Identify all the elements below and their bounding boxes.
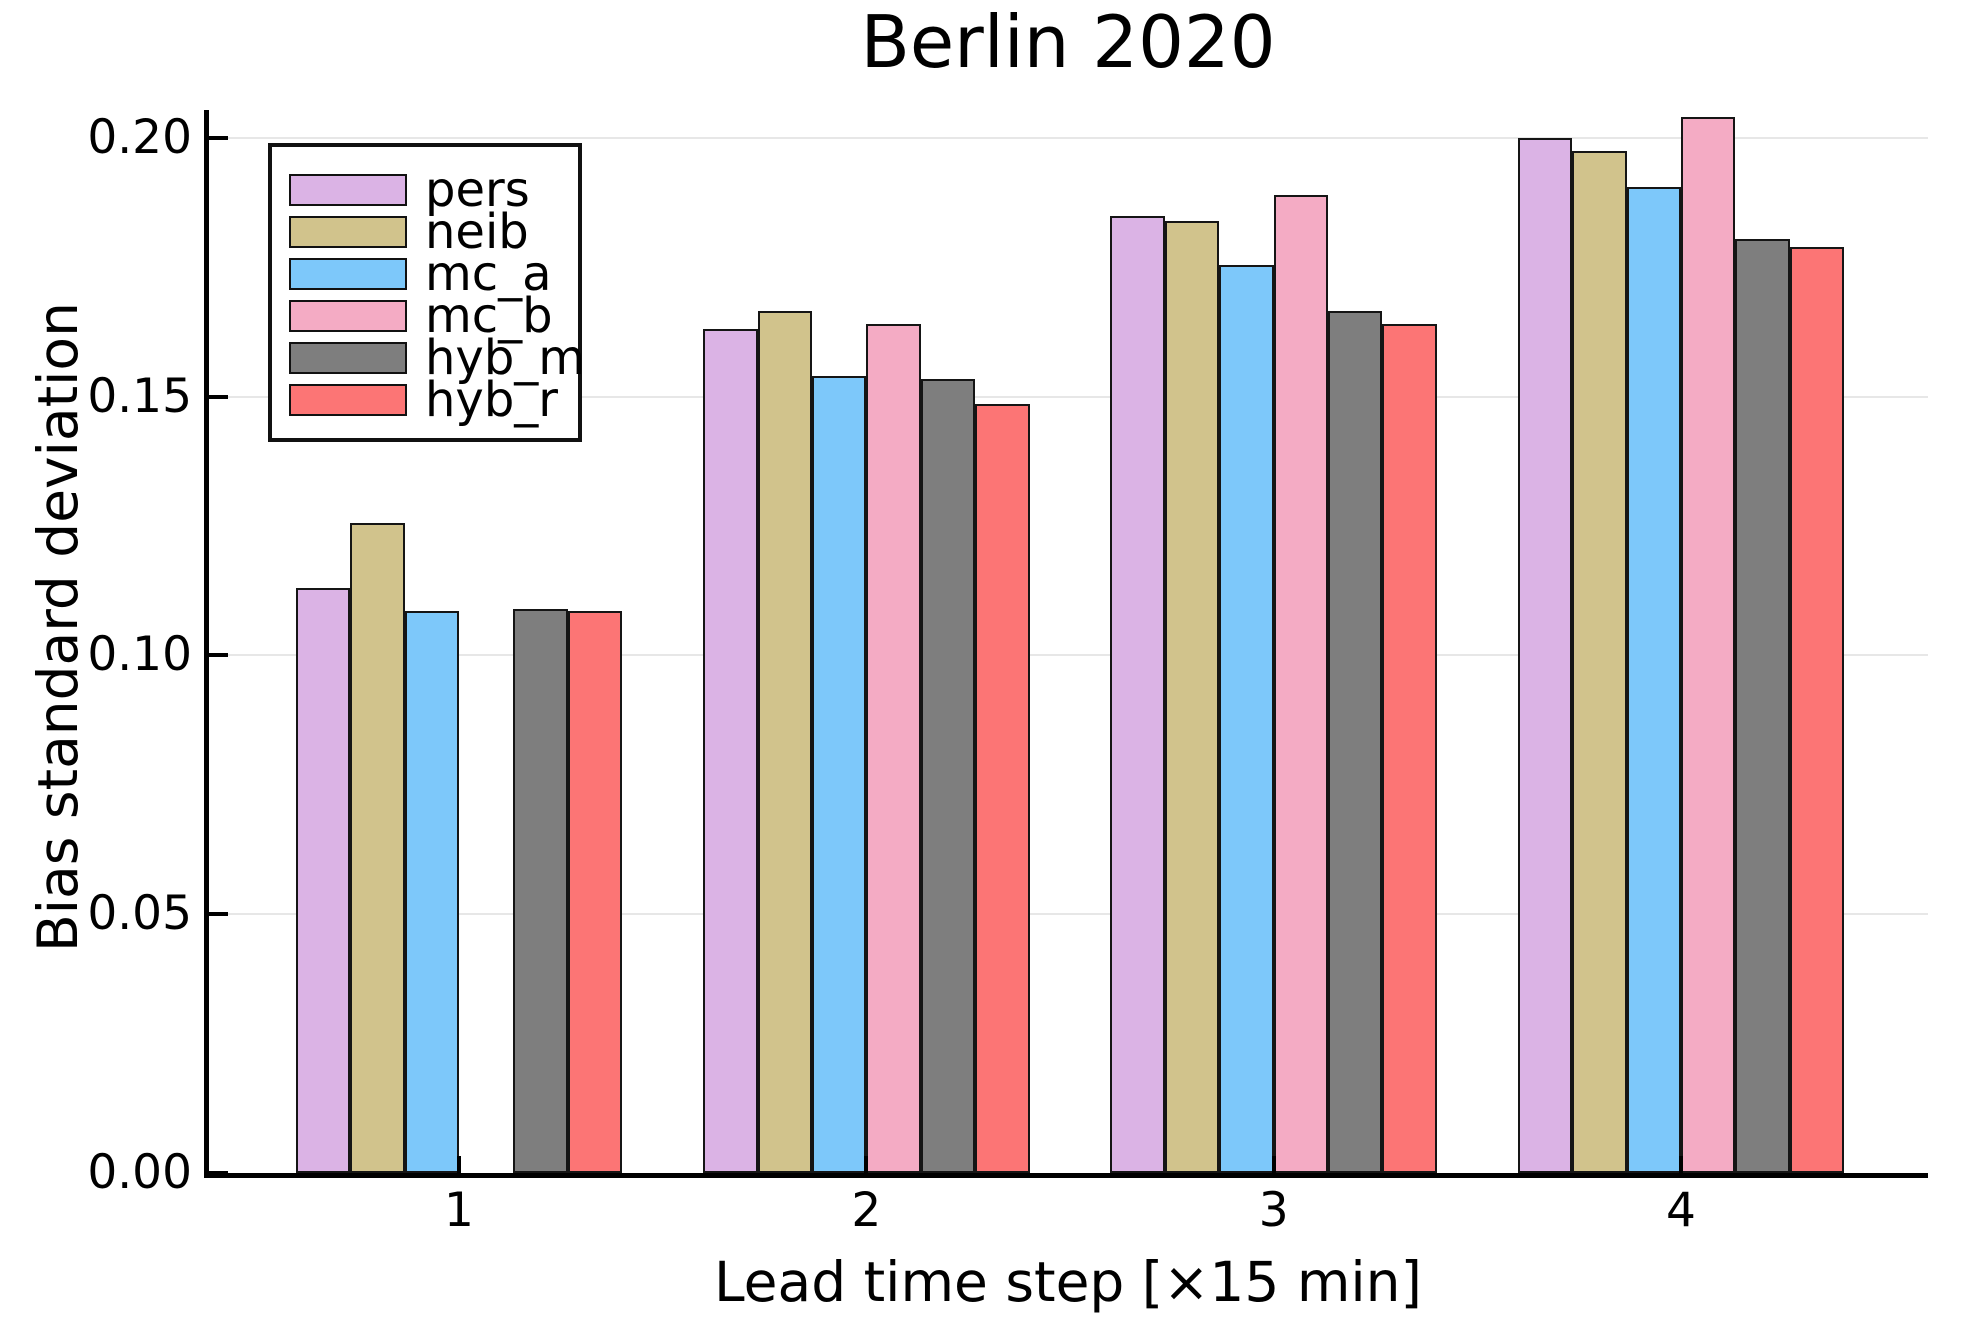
bar-neib-group2 [757, 311, 812, 1173]
bar-pers-group2 [703, 329, 758, 1173]
y-tick-mark-0.20 [209, 135, 228, 140]
bar-mc_a-group2 [811, 375, 867, 1173]
bar-hyb_r-group3 [1382, 324, 1437, 1173]
legend: pers neib mc_a mc_b hyb_m hyb_r [268, 143, 585, 442]
legend-item-hyb_m: hyb_m [289, 334, 585, 382]
gridline-0.15 [208, 395, 1928, 398]
y-tick-mark-0.05 [209, 912, 228, 917]
y-axis-spine [204, 110, 209, 1178]
bar-mc_a-group4 [1626, 187, 1681, 1173]
x-tick-mark-1 [457, 1156, 461, 1173]
legend-swatch-pers [289, 174, 407, 206]
y-tick-mark-0.15 [209, 394, 228, 399]
bar-hyb_r-group1 [567, 611, 623, 1173]
chart-title: Berlin 2020 [860, 0, 1276, 84]
y-tick-mark-0.00 [209, 1171, 228, 1175]
bar-hyb_m-group2 [920, 378, 976, 1173]
legend-label-hyb_m: hyb_m [425, 330, 586, 386]
bar-hyb_m-group1 [513, 608, 568, 1173]
x-tick-label-1: 1 [444, 1183, 474, 1238]
legend-label-neib: neib [425, 204, 529, 260]
legend-label-pers: pers [425, 162, 530, 218]
legend-swatch-mc_a [289, 258, 407, 290]
bar-hyb_m-group4 [1735, 238, 1790, 1173]
y-tick-label-0.05: 0.05 [87, 886, 192, 942]
y-tick-mark-0.10 [209, 653, 228, 658]
bar-pers-group4 [1517, 137, 1573, 1173]
bar-mc_b-group3 [1273, 194, 1329, 1173]
plot-area [208, 112, 1928, 1173]
y-tick-label-0.20: 0.20 [87, 109, 192, 165]
bar-neib-group4 [1572, 150, 1627, 1173]
legend-item-mc_a: mc_a [289, 246, 578, 302]
legend-label-mc_a: mc_a [425, 246, 552, 302]
x-axis-spine [204, 1173, 1928, 1178]
x-tick-label-3: 3 [1258, 1183, 1289, 1238]
legend-item-mc_b: mc_b [289, 288, 578, 344]
bar-pers-group1 [295, 588, 351, 1173]
bar-hyb_m-group3 [1328, 311, 1383, 1173]
gridline-0.20 [208, 136, 1928, 139]
x-tick-mark-2 [864, 1156, 869, 1173]
legend-label-hyb_r: hyb_r [425, 372, 559, 428]
bar-mc_b-group4 [1680, 117, 1736, 1173]
x-tick-mark-4 [1678, 1156, 1683, 1173]
x-tick-label-2: 2 [851, 1183, 882, 1238]
bar-mc_b-group2 [866, 324, 921, 1173]
legend-item-hyb_r: hyb_r [289, 372, 578, 428]
legend-swatch-neib [289, 216, 407, 248]
y-tick-label-0.00: 0.00 [87, 1145, 192, 1200]
legend-item-pers: pers [289, 162, 578, 218]
gridline-0.10 [208, 654, 1928, 657]
gridline-0.05 [208, 913, 1928, 916]
y-tick-label-0.15: 0.15 [87, 368, 192, 424]
bar-mc_a-group1 [404, 611, 459, 1173]
x-tick-mark-3 [1271, 1156, 1276, 1173]
legend-swatch-mc_b [289, 300, 407, 332]
x-axis-label: Lead time step [×15 min] [714, 1250, 1422, 1314]
bar-pers-group3 [1110, 215, 1165, 1173]
bar-hyb_r-group4 [1789, 246, 1845, 1173]
x-tick-label-4: 4 [1666, 1183, 1696, 1238]
bar-neib-group1 [350, 523, 405, 1173]
legend-label-mc_b: mc_b [425, 288, 553, 344]
legend-swatch-hyb_r [289, 384, 407, 416]
bar-mc_a-group3 [1219, 264, 1274, 1173]
legend-swatch-hyb_m [289, 342, 407, 374]
legend-item-neib: neib [289, 204, 578, 260]
bar-neib-group3 [1164, 220, 1220, 1173]
bar-hyb_r-group2 [975, 404, 1030, 1173]
y-tick-label-0.10: 0.10 [87, 627, 192, 683]
